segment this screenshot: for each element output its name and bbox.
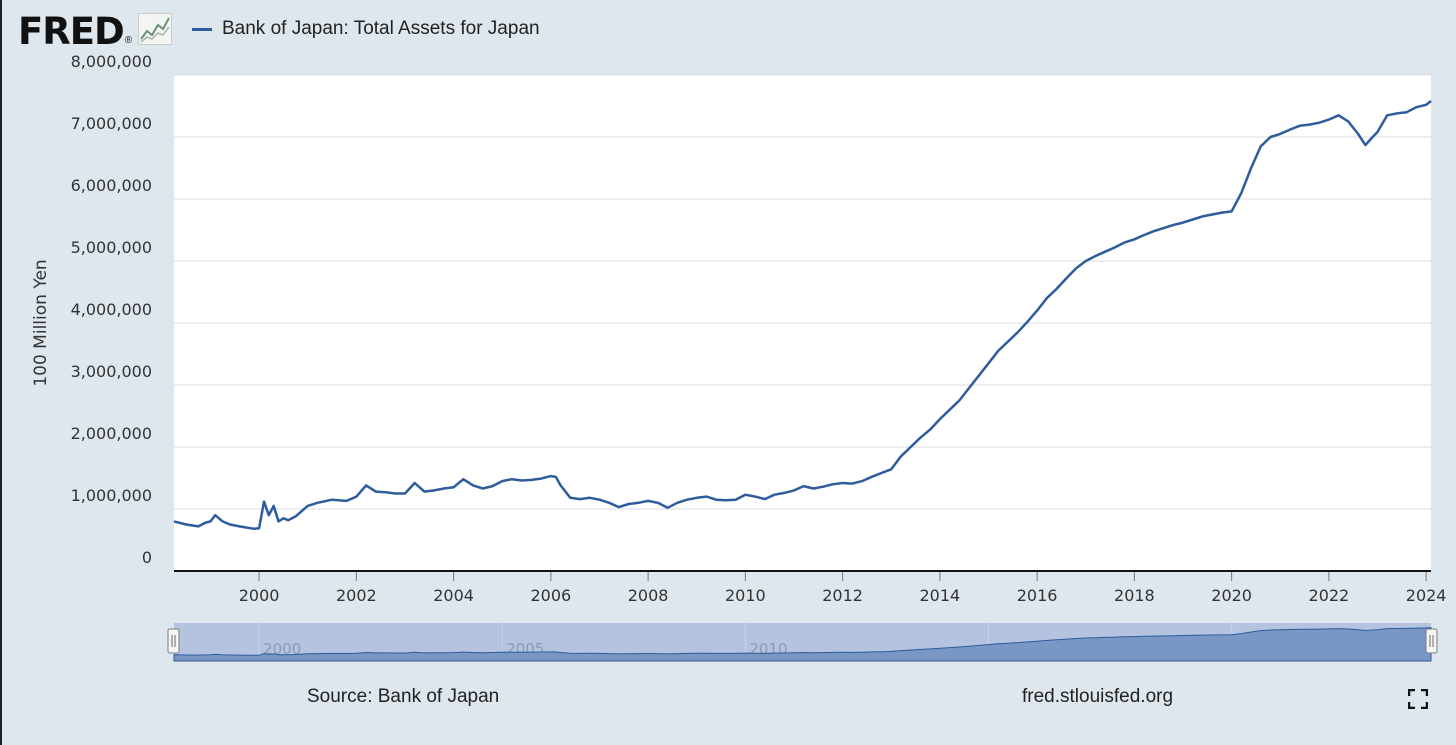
- fred-logo[interactable]: FRED ®: [18, 9, 173, 53]
- line-graph-icon: [138, 12, 173, 50]
- y-axis-ticks: 0 1,000,000 2,000,000 3,000,000 4,000,000 5,0…: [71, 52, 152, 567]
- x-tick-label: 2014: [920, 586, 961, 605]
- y-tick-label: 0: [142, 548, 152, 567]
- y-tick-label: 3,000,000: [71, 362, 152, 381]
- y-tick-label: 6,000,000: [71, 176, 152, 195]
- y-tick-label: 7,000,000: [71, 114, 152, 133]
- y-tick-label: 1,000,000: [71, 486, 152, 505]
- x-tick-label: 2018: [1114, 586, 1155, 605]
- navigator-right-handle[interactable]: [1425, 628, 1438, 654]
- y-tick-label: 2,000,000: [71, 424, 152, 443]
- y-axis-title: 100 Million Yen: [31, 259, 51, 386]
- x-tick-label: 2002: [336, 586, 377, 605]
- x-axis-ticks: 2000 2002 2004 2006 2008 2010 2012 2014 2016 2018…: [239, 571, 1447, 605]
- y-tick-label: 5,000,000: [71, 238, 152, 257]
- y-tick-label: 8,000,000: [71, 52, 152, 71]
- registered-mark: ®: [124, 35, 133, 46]
- legend-series-label: Bank of Japan: Total Assets for Japan: [222, 18, 540, 39]
- x-tick-label: 2006: [530, 586, 571, 605]
- fred-logo-text: FRED: [18, 9, 125, 53]
- x-tick-label: 2008: [628, 586, 669, 605]
- navigator-left-handle[interactable]: [167, 628, 180, 654]
- range-navigator[interactable]: 20002005201020152020: [167, 623, 1438, 662]
- x-tick-label: 2010: [725, 586, 766, 605]
- series-line: [173, 100, 1432, 531]
- navigator-series-area: [173, 627, 1432, 662]
- fred-site-link[interactable]: fred.stlouisfed.org: [1022, 686, 1174, 707]
- fullscreen-icon[interactable]: [1407, 688, 1429, 710]
- x-tick-label: 2024: [1406, 586, 1447, 605]
- source-note: Source: Bank of Japan: [307, 686, 500, 707]
- x-tick-label: 2000: [239, 586, 280, 605]
- chart-legend: Bank of Japan: Total Assets for Japan: [192, 18, 540, 40]
- x-tick-label: 2004: [433, 586, 474, 605]
- gridlines: [174, 74, 1431, 510]
- x-tick-label: 2012: [822, 586, 863, 605]
- y-tick-label: 4,000,000: [71, 300, 152, 319]
- x-tick-label: 2022: [1309, 586, 1350, 605]
- x-tick-label: 2020: [1211, 586, 1252, 605]
- legend-swatch: [192, 27, 212, 31]
- x-tick-label: 2016: [1017, 586, 1058, 605]
